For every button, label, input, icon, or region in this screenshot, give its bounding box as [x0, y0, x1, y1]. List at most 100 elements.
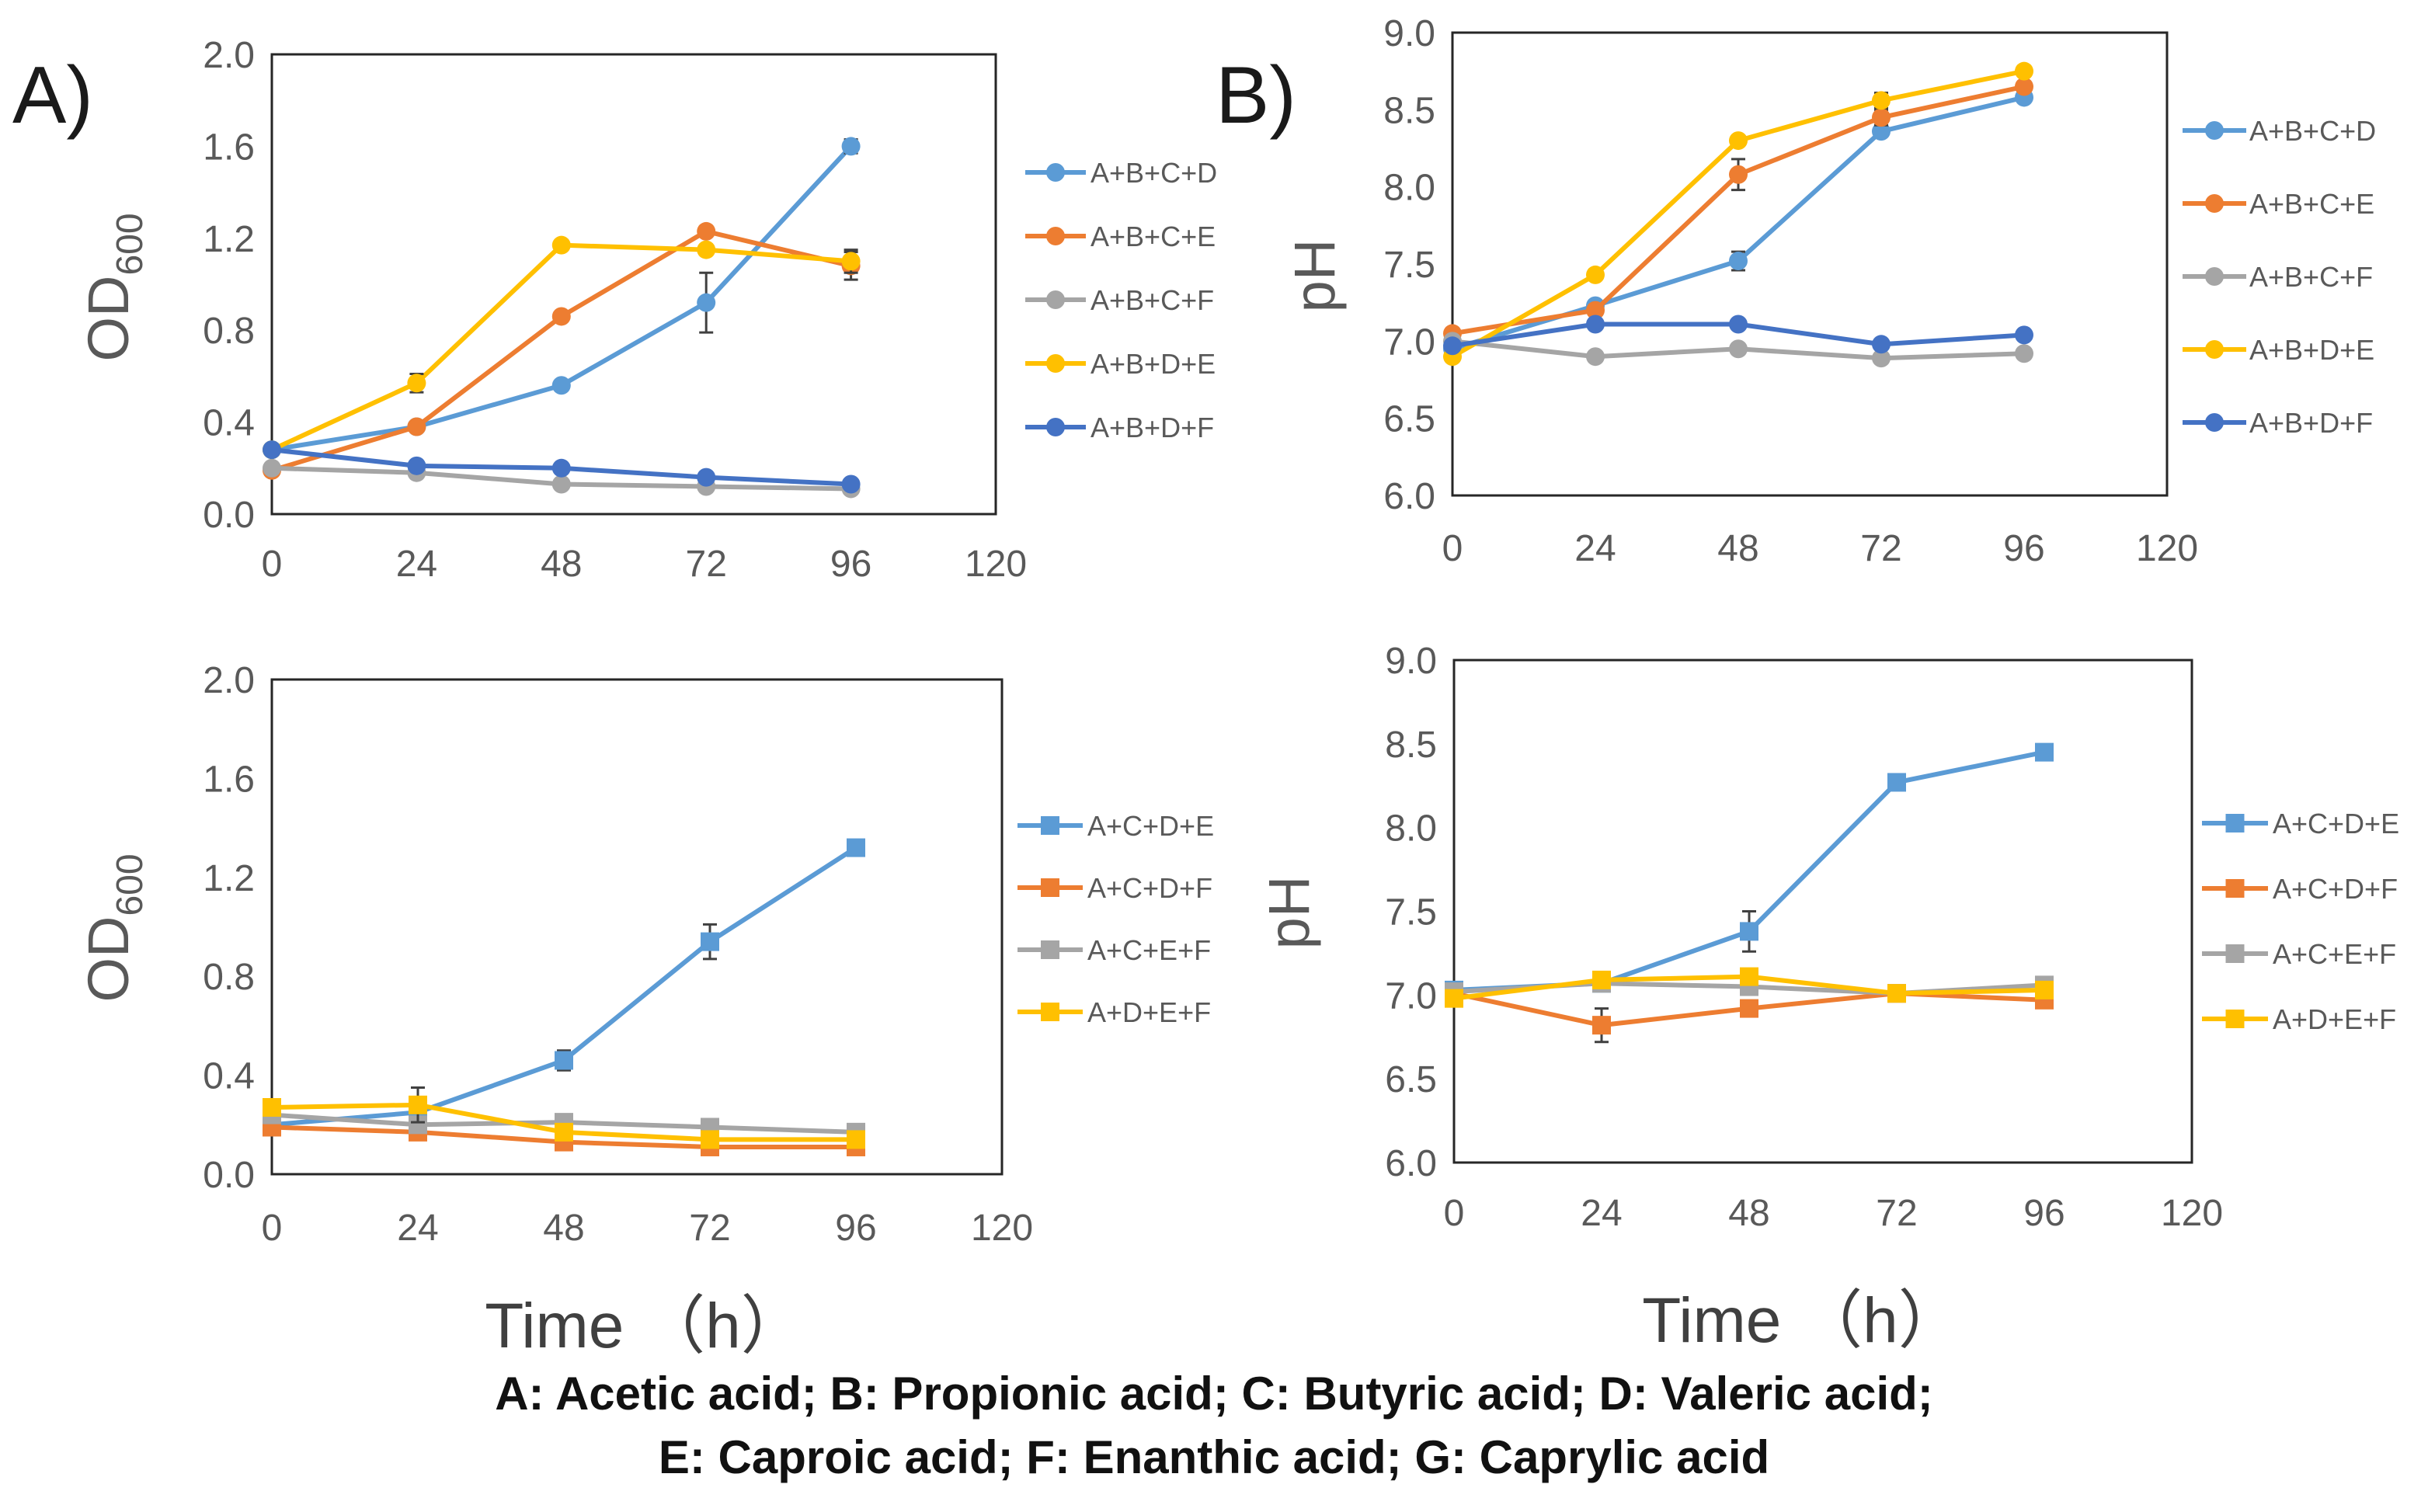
y-tick-label: 0.8 — [203, 311, 255, 352]
series-line — [271, 144, 853, 453]
series-A+D+E+F — [263, 1086, 865, 1149]
x-tick-label: 96 — [2023, 1193, 2064, 1234]
x-tick-label: 24 — [397, 1208, 438, 1249]
legend-entry: A+C+D+F — [2202, 873, 2398, 905]
data-point — [1872, 108, 1891, 127]
data-point — [1586, 347, 1605, 367]
data-point — [2015, 325, 2033, 345]
legend-marker — [1041, 940, 1059, 959]
legend-marker — [1041, 878, 1059, 897]
data-point — [2035, 980, 2054, 999]
x-tick-label: 48 — [541, 544, 582, 585]
x-tick-label: 0 — [262, 1208, 283, 1249]
series-line — [1453, 749, 2045, 992]
legend-entry: A+B+C+F — [2183, 261, 2373, 293]
x-tick-label: 72 — [1876, 1193, 1917, 1234]
legend-entry: A+C+D+E — [1017, 810, 1214, 842]
legend-label: A+D+E+F — [1087, 996, 1211, 1028]
panel-label-a: A) — [12, 50, 93, 141]
data-point — [2015, 344, 2033, 363]
data-point — [847, 838, 865, 857]
y-tick-label: 6.5 — [1383, 399, 1435, 440]
series-A+B+C+E — [263, 221, 861, 480]
series-A+C+D+E — [1445, 742, 2054, 999]
y-tick-label: 7.5 — [1383, 245, 1435, 286]
legend-entry: A+B+D+E — [1025, 348, 1216, 380]
data-point — [555, 1122, 573, 1142]
x-tick-label: 0 — [1442, 528, 1463, 569]
legend-label: A+B+C+E — [1091, 221, 1216, 252]
data-point — [1872, 122, 1891, 141]
y-tick-label: 0.4 — [203, 1056, 255, 1097]
legend-entry: A+B+C+E — [1025, 221, 1216, 252]
y-tick-label: 6.0 — [1383, 476, 1435, 517]
data-point — [1887, 773, 1906, 792]
plot-frame — [270, 678, 1004, 1176]
data-point — [1586, 315, 1605, 334]
x-tick-label: 72 — [1860, 528, 1901, 569]
y-tick-label: 0.0 — [203, 1155, 255, 1196]
legend-label: A+C+D+F — [1087, 872, 1212, 904]
data-point — [697, 240, 716, 259]
legend-label: A+C+D+F — [2273, 873, 2398, 905]
data-point — [841, 252, 861, 271]
legend-entry: A+C+D+E — [2202, 808, 2399, 839]
y-tick-label: 0.4 — [203, 403, 255, 444]
legend-label: A+B+D+F — [2249, 407, 2373, 439]
x-tick-label: 72 — [686, 544, 727, 585]
legend-marker — [1041, 1003, 1059, 1021]
legend-label: A+B+C+D — [2249, 115, 2376, 147]
series-A+B+D+F — [263, 440, 861, 494]
x-tick-label: 120 — [971, 1208, 1033, 1249]
legend-marker — [2205, 340, 2224, 359]
x-tick-label: 24 — [396, 544, 437, 585]
footer-legend-line-1: A: Acetic acid; B: Propionic acid; C: Bu… — [495, 1368, 1933, 1420]
data-point — [551, 474, 571, 494]
legend-entry: A+B+C+D — [2183, 115, 2376, 147]
x-tick-label: 120 — [965, 544, 1027, 585]
data-point — [1729, 339, 1748, 359]
x-tick-label: 120 — [2161, 1193, 2223, 1234]
legend-entry: A+B+C+D — [1025, 157, 1217, 189]
series-line — [1452, 84, 2025, 336]
data-point — [551, 307, 571, 326]
x-tick-label: 0 — [262, 544, 283, 585]
y-tick-label: 7.5 — [1385, 892, 1437, 933]
legend-label: A+B+C+F — [1091, 284, 1214, 316]
legend-marker — [2205, 194, 2224, 213]
legend-marker — [2205, 413, 2224, 432]
legend-entry: A+C+E+F — [2202, 938, 2396, 970]
y-axis-label: OD600 — [76, 213, 151, 361]
data-point — [847, 1130, 865, 1149]
x-axis-title-left: Time （h） — [485, 1291, 805, 1361]
y-axis-label-subscript: 600 — [110, 213, 151, 275]
legend-marker — [2225, 1010, 2245, 1028]
y-axis-label-subscript: 600 — [110, 853, 151, 916]
legend-marker — [2225, 879, 2245, 898]
x-tick-label: 48 — [1717, 528, 1758, 569]
series-A+C+D+E — [263, 838, 865, 1135]
legend-label: A+C+D+E — [1087, 810, 1214, 842]
data-point — [1592, 970, 1611, 989]
data-point — [1729, 315, 1748, 334]
series-line — [1451, 68, 2025, 359]
chart-top-right: 6.0 6.5 7.0 7.5 8.0 8.5 9.0 0 24 48 72 96 120 pH A+B+C… — [1282, 13, 2376, 569]
data-point — [841, 474, 861, 494]
data-point — [263, 440, 281, 460]
y-tick-label: 9.0 — [1383, 13, 1435, 54]
x-tick-label: 96 — [2003, 528, 2044, 569]
y-tick-label: 8.5 — [1383, 90, 1435, 131]
data-point — [701, 932, 719, 951]
panel-label-b: B) — [1216, 50, 1296, 141]
data-point — [697, 293, 716, 312]
data-point — [697, 221, 716, 241]
data-point — [1586, 301, 1605, 320]
y-tick-label: 8.0 — [1385, 808, 1437, 850]
plot-frame — [1452, 659, 2193, 1164]
data-point — [551, 458, 571, 478]
legend-label: A+B+D+E — [2249, 334, 2374, 366]
legend-marker — [2205, 267, 2224, 286]
data-point — [2015, 61, 2033, 81]
chart-top-left: 0.0 0.4 0.8 1.2 1.6 2.0 0 24 48 72 96 120 OD600 A+B+C… — [76, 35, 1217, 585]
data-point — [1872, 91, 1891, 110]
